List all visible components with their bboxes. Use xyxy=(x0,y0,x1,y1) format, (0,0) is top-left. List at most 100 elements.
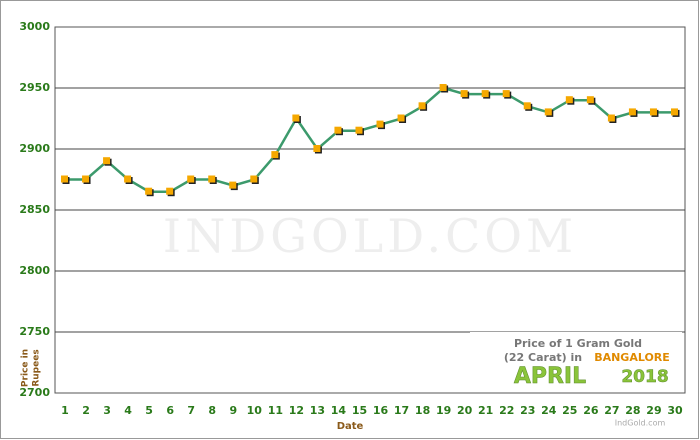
x-tick-label: 7 xyxy=(187,404,195,417)
data-point xyxy=(250,175,259,184)
y-tick-label: 2950 xyxy=(19,81,50,94)
x-tick-label: 3 xyxy=(103,404,111,417)
marker xyxy=(523,102,531,110)
data-point xyxy=(628,108,638,117)
legend: Price of 1 Gram Gold (22 Carat) in BANGA… xyxy=(470,332,682,390)
x-tick-label: 4 xyxy=(124,404,132,417)
x-tick-label: 10 xyxy=(247,404,263,417)
x-tick-label: 1 xyxy=(61,404,69,417)
data-point xyxy=(671,108,680,117)
marker xyxy=(313,145,321,152)
x-tick-label: 21 xyxy=(478,404,493,417)
marker xyxy=(460,90,468,98)
marker xyxy=(82,175,90,183)
legend-box xyxy=(470,332,682,390)
x-tick-label: 24 xyxy=(541,404,557,417)
marker xyxy=(61,175,68,183)
x-tick-label: 13 xyxy=(310,404,325,417)
marker xyxy=(208,175,216,183)
marker xyxy=(481,90,489,98)
marker xyxy=(586,96,594,104)
x-tick-label: 18 xyxy=(415,404,430,417)
marker xyxy=(292,114,300,122)
x-tick-label: 14 xyxy=(331,404,347,417)
x-tick-label: 20 xyxy=(457,404,473,417)
x-tick-label: 29 xyxy=(646,404,661,417)
x-tick-label: 26 xyxy=(583,404,599,417)
marker xyxy=(187,175,195,183)
x-tick-label: 16 xyxy=(373,404,389,417)
marker xyxy=(544,108,552,116)
y-tick-label: 2900 xyxy=(19,142,50,155)
marker xyxy=(229,181,237,189)
x-tick-label: 25 xyxy=(562,404,577,417)
site-credit: IndGold.com xyxy=(615,419,666,428)
data-point xyxy=(481,90,491,99)
marker xyxy=(607,114,615,122)
x-tick-label: 6 xyxy=(166,404,174,417)
marker xyxy=(124,175,132,183)
y-tick-label: 2850 xyxy=(19,203,50,216)
data-point xyxy=(82,175,91,184)
marker xyxy=(397,114,405,122)
x-tick-label: 9 xyxy=(229,404,237,417)
marker xyxy=(355,126,363,134)
y-tick-label: 3000 xyxy=(19,20,50,33)
legend-year: 2018 xyxy=(621,367,668,387)
data-point xyxy=(502,90,512,99)
data-point xyxy=(565,96,575,105)
y-axis-label: Rupees xyxy=(32,349,42,386)
data-point xyxy=(523,102,533,111)
data-point xyxy=(355,126,364,136)
data-point xyxy=(418,102,428,111)
x-axis-label: Date xyxy=(337,421,364,432)
data-point xyxy=(145,187,154,197)
x-tick-label: 15 xyxy=(352,404,367,417)
data-point xyxy=(334,126,343,136)
x-tick-label: 30 xyxy=(667,404,683,417)
x-tick-label: 8 xyxy=(208,404,216,417)
data-point xyxy=(103,157,112,166)
x-tick-label: 12 xyxy=(289,404,304,417)
data-point xyxy=(229,181,238,191)
data-point xyxy=(586,96,596,105)
y-tick-label: 2800 xyxy=(19,264,50,277)
data-point xyxy=(271,151,280,160)
marker xyxy=(271,151,279,159)
x-tick-label: 17 xyxy=(394,404,409,417)
legend-city: BANGALORE xyxy=(594,351,670,364)
y-axis-label: Price in xyxy=(21,349,31,387)
x-tick-label: 23 xyxy=(520,404,535,417)
marker xyxy=(166,187,174,195)
marker xyxy=(334,126,342,134)
legend-text: (22 Carat) in xyxy=(504,351,582,364)
data-point xyxy=(649,108,659,117)
data-point xyxy=(607,114,617,123)
marker xyxy=(418,102,426,110)
marker xyxy=(671,108,678,116)
data-point xyxy=(313,145,322,154)
y-tick-label: 2750 xyxy=(19,325,50,338)
data-point xyxy=(61,175,70,184)
data-point xyxy=(166,187,175,197)
marker xyxy=(649,108,657,116)
data-point xyxy=(292,114,301,123)
marker xyxy=(250,175,258,183)
x-tick-label: 19 xyxy=(436,404,451,417)
x-tick-label: 11 xyxy=(268,404,283,417)
marker xyxy=(502,90,510,98)
legend-month: APRIL xyxy=(514,364,586,389)
x-tick-label: 22 xyxy=(499,404,514,417)
x-tick-label: 27 xyxy=(604,404,619,417)
data-point xyxy=(187,175,196,184)
data-point xyxy=(460,90,470,99)
data-point xyxy=(439,84,449,93)
marker xyxy=(628,108,636,116)
watermark: IndGold.com xyxy=(163,209,577,263)
x-tick-label: 5 xyxy=(145,404,153,417)
legend-text: Price of 1 Gram Gold xyxy=(514,337,642,350)
marker xyxy=(145,187,153,195)
x-tick-label: 2 xyxy=(82,404,90,417)
data-point xyxy=(124,175,133,184)
